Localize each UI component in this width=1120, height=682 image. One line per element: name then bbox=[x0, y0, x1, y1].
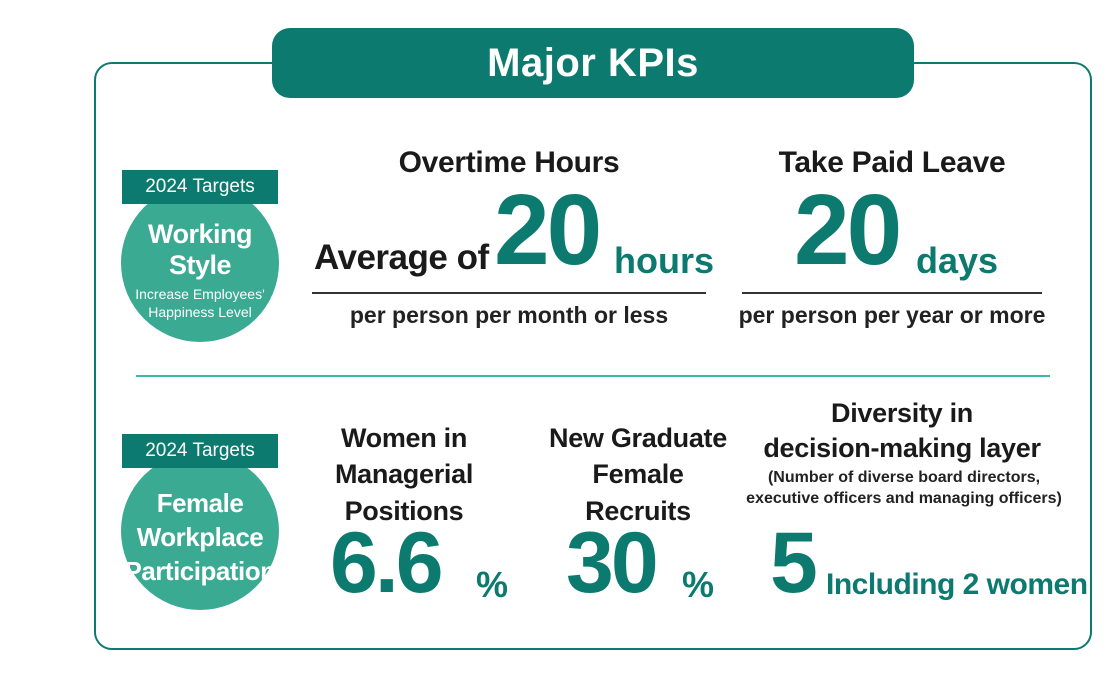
badge-working-style: Working Style Increase Employees' Happin… bbox=[121, 184, 279, 342]
kpi-footnote-overtime: per person per month or less bbox=[349, 302, 669, 328]
kpi-note-line: (Number of diverse board directors, bbox=[767, 469, 1041, 486]
kpi-value-paid-leave: 20 days bbox=[790, 180, 1030, 286]
kpi-number: 6.6 bbox=[330, 515, 444, 611]
kpi-heading-line: Female Recruits bbox=[585, 459, 691, 526]
badge-subtitle-line2: Happiness Level bbox=[148, 304, 252, 321]
kpi-heading-line: decision-making layer bbox=[763, 433, 1041, 464]
badge-subtitle-line1: Increase Employees' bbox=[135, 285, 265, 302]
kpi-value-overtime: Average of 20 hours bbox=[312, 180, 715, 286]
kpi-heading-line: Women in bbox=[340, 423, 468, 453]
badge-line: Female bbox=[156, 488, 244, 519]
badge-title: Working Style bbox=[148, 218, 253, 280]
kpi-heading-line: New Graduate bbox=[549, 423, 727, 453]
targets-tag-female: 2024 Targets bbox=[122, 434, 278, 468]
kpi-heading-women-managers: Women in Managerial Positions bbox=[294, 420, 514, 529]
kpi-footnote-paid-leave: per person per year or more bbox=[738, 302, 1046, 328]
kpi-heading-paid-leave: Take Paid Leave bbox=[778, 146, 1006, 179]
badge-line: Workplace bbox=[136, 522, 264, 553]
page-title: Major KPIs bbox=[272, 28, 914, 98]
rule-paid-leave bbox=[742, 292, 1042, 294]
kpi-number: 30 bbox=[566, 515, 659, 611]
kpi-prefix: Average of bbox=[314, 238, 489, 277]
kpi-number: 20 bbox=[794, 174, 902, 286]
kpi-unit: hours bbox=[614, 240, 715, 281]
badge-female-participation: Female Workplace Participation bbox=[121, 452, 279, 610]
kpi-heading-female-recruits: New Graduate Female Recruits bbox=[536, 420, 740, 529]
kpi-number: 20 bbox=[494, 174, 602, 286]
kpi-value-female-recruits: 30 % bbox=[566, 520, 736, 610]
badge-title: Female Workplace Participation bbox=[125, 487, 276, 588]
kpi-unit: % bbox=[682, 564, 715, 605]
kpi-heading-overtime: Overtime Hours bbox=[398, 146, 620, 179]
kpi-unit: Including 2 women bbox=[826, 568, 1088, 601]
row-divider bbox=[136, 375, 1050, 377]
kpi-heading-diversity: Diversity in decision-making layer bbox=[752, 396, 1052, 466]
badge-subtitle: Increase Employees' Happiness Level bbox=[135, 285, 265, 321]
badge-line: Participation bbox=[124, 555, 276, 586]
kpi-unit: % bbox=[476, 564, 509, 605]
kpi-value-diversity: 5 Including 2 women bbox=[770, 515, 1088, 611]
kpi-note-diversity: (Number of diverse board directors, exec… bbox=[742, 468, 1066, 510]
targets-tag-working-style: 2024 Targets bbox=[122, 170, 278, 204]
kpi-heading-line: Diversity in bbox=[831, 398, 973, 428]
kpi-unit: days bbox=[916, 240, 999, 281]
kpi-number: 5 bbox=[770, 515, 818, 611]
rule-overtime bbox=[312, 292, 706, 294]
kpi-note-line: executive officers and managing officers… bbox=[746, 489, 1062, 507]
kpi-heading-line: Managerial Positions bbox=[334, 459, 474, 526]
kpi-value-women-managers: 6.6 % bbox=[330, 520, 530, 610]
